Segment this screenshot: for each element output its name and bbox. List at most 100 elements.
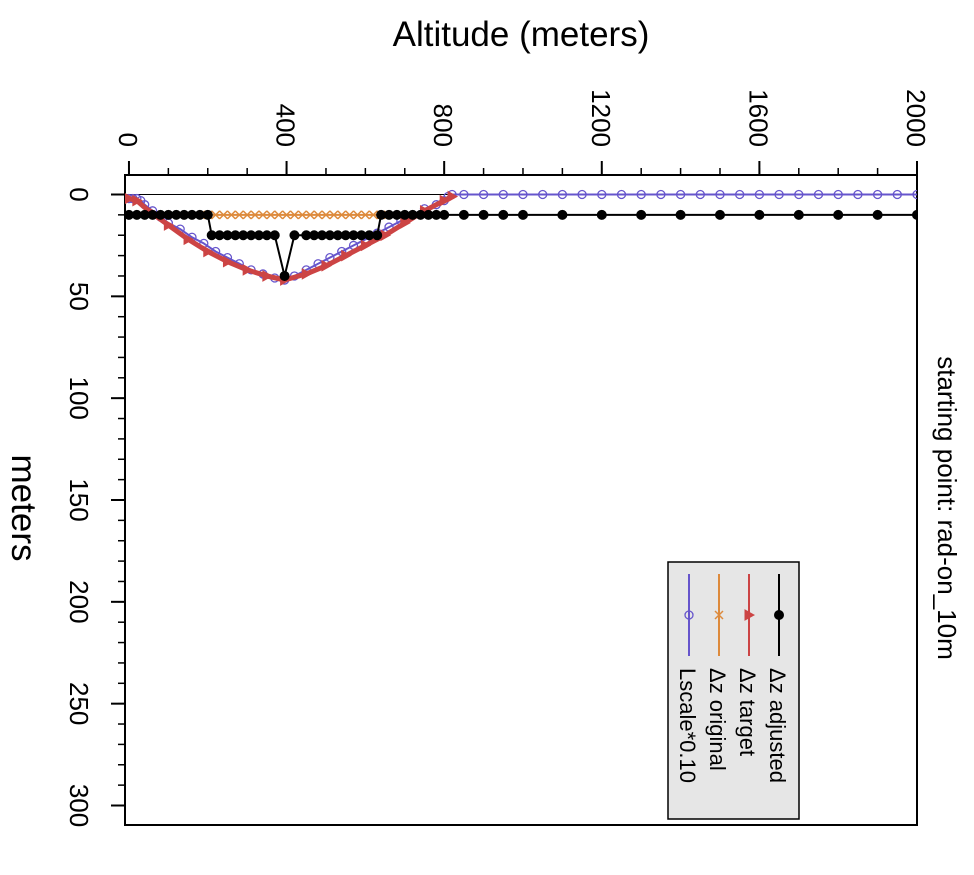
altitude-tick-label: 1600 <box>743 89 773 147</box>
altitude-axis-label: Altitude (meters) <box>393 15 650 54</box>
data-point-z-target <box>132 194 143 207</box>
data-point-lscale-0-10 <box>478 189 489 200</box>
data-point-z-original <box>368 210 378 220</box>
altitude-tick-label: 800 <box>428 104 458 147</box>
data-point-lscale-0-10 <box>853 189 863 200</box>
data-point-lscale-0-10 <box>754 189 765 200</box>
data-point-z-target <box>262 270 273 282</box>
data-point-z-adjusted <box>372 230 383 241</box>
data-point-z-adjusted <box>279 270 290 281</box>
data-point-z-original <box>352 210 363 220</box>
data-point-z-original <box>234 210 244 220</box>
data-point-lscale-0-10 <box>656 189 666 200</box>
data-point-z-original <box>313 210 323 220</box>
data-point-z-original <box>282 210 292 220</box>
data-point-z-original <box>360 210 370 220</box>
altitude-tick-label: 400 <box>271 104 301 147</box>
data-point-z-target <box>321 259 332 272</box>
legend-label-z-target: Δz target <box>735 668 760 756</box>
data-point-z-adjusted <box>517 209 528 220</box>
data-point-z-original <box>258 210 268 220</box>
data-point-z-adjusted <box>458 209 469 220</box>
data-point-z-adjusted <box>793 209 804 220</box>
data-point-z-target <box>163 219 175 231</box>
data-point-lscale-0-10 <box>695 189 705 200</box>
legend-label-lscale-0-10: Lscale*0.10 <box>675 668 700 783</box>
data-point-z-adjusted <box>439 209 450 220</box>
data-point-z-target <box>242 264 254 276</box>
data-point-z-original <box>218 210 229 220</box>
data-point-z-original <box>226 210 236 220</box>
data-point-z-adjusted <box>912 209 917 220</box>
data-point-z-original <box>337 210 347 220</box>
data-point-z-target <box>301 268 313 280</box>
data-point-z-target <box>222 255 234 268</box>
data-point-z-original <box>274 210 284 220</box>
data-point-z-target <box>125 193 135 205</box>
value-tick-label: 200 <box>64 580 94 623</box>
data-point-lscale-0-10 <box>872 189 883 200</box>
legend-marker-z-target <box>744 609 756 621</box>
data-point-z-adjusted <box>833 209 844 220</box>
data-point-z-target <box>360 239 372 252</box>
data-point-z-adjusted <box>596 209 607 220</box>
value-tick-label: 150 <box>64 478 94 521</box>
data-point-z-original <box>297 210 307 220</box>
data-point-lscale-0-10 <box>892 189 902 200</box>
legend-marker-z-adjusted <box>774 610 784 620</box>
data-point-z-target <box>341 249 352 262</box>
data-point-z-target <box>183 233 195 246</box>
altitude-tick-label: 0 <box>113 133 143 147</box>
data-point-lscale-0-10 <box>577 189 587 200</box>
altitude-tick-label: 1200 <box>586 89 616 147</box>
data-point-z-original <box>242 210 252 220</box>
data-point-z-target <box>400 217 411 229</box>
data-point-z-original <box>266 210 276 220</box>
data-point-lscale-0-10 <box>675 189 686 200</box>
data-point-lscale-0-10 <box>833 189 843 200</box>
value-tick-label: 50 <box>64 282 94 311</box>
data-point-z-target <box>439 194 451 207</box>
data-point-lscale-0-10 <box>794 189 804 200</box>
data-point-z-adjusted <box>754 209 765 220</box>
data-point-z-adjusted <box>289 230 300 241</box>
altitude-tick-label: 2000 <box>901 89 931 147</box>
data-point-lscale-0-10 <box>518 189 528 200</box>
series-z-adjusted <box>125 209 917 281</box>
data-point-z-adjusted <box>269 230 280 241</box>
data-point-lscale-0-10 <box>774 189 784 200</box>
data-point-z-adjusted <box>675 209 686 220</box>
data-point-lscale-0-10 <box>735 189 745 200</box>
data-point-lscale-0-10 <box>498 189 508 200</box>
data-point-z-adjusted <box>714 209 725 220</box>
data-point-lscale-0-10 <box>912 189 917 200</box>
axis-ticks: 0 400 800 1200 1600 2000 0 50 100 150 200 250 300 <box>64 89 931 827</box>
data-point-z-adjusted <box>636 209 647 220</box>
value-tick-label: 300 <box>64 784 94 827</box>
data-point-z-original <box>305 210 315 220</box>
data-point-z-adjusted <box>498 209 509 220</box>
legend-marker-z-original <box>714 610 724 620</box>
data-point-z-original <box>329 210 339 220</box>
data-point-z-target <box>203 245 214 258</box>
data-point-lscale-0-10 <box>597 189 607 200</box>
legend-label-z-adjusted: Δz adjusted <box>765 668 790 783</box>
data-point-lscale-0-10 <box>459 189 469 200</box>
value-tick-label: 0 <box>64 187 94 201</box>
data-point-z-adjusted <box>872 209 883 220</box>
chart-title: starting point: rad-on_10m <box>932 356 962 660</box>
legend-label-z-original: Δz original <box>705 668 730 771</box>
value-tick-label: 250 <box>64 682 94 725</box>
data-point-lscale-0-10 <box>616 189 627 200</box>
data-point-z-target <box>447 190 459 203</box>
data-point-z-adjusted <box>478 209 489 220</box>
data-point-z-original <box>211 210 221 220</box>
data-point-z-original <box>345 210 355 220</box>
data-point-z-original <box>289 210 299 220</box>
data-point-lscale-0-10 <box>636 189 646 200</box>
data-point-z-original <box>321 210 331 220</box>
data-point-lscale-0-10 <box>557 189 568 200</box>
value-tick-label: 100 <box>64 376 94 419</box>
